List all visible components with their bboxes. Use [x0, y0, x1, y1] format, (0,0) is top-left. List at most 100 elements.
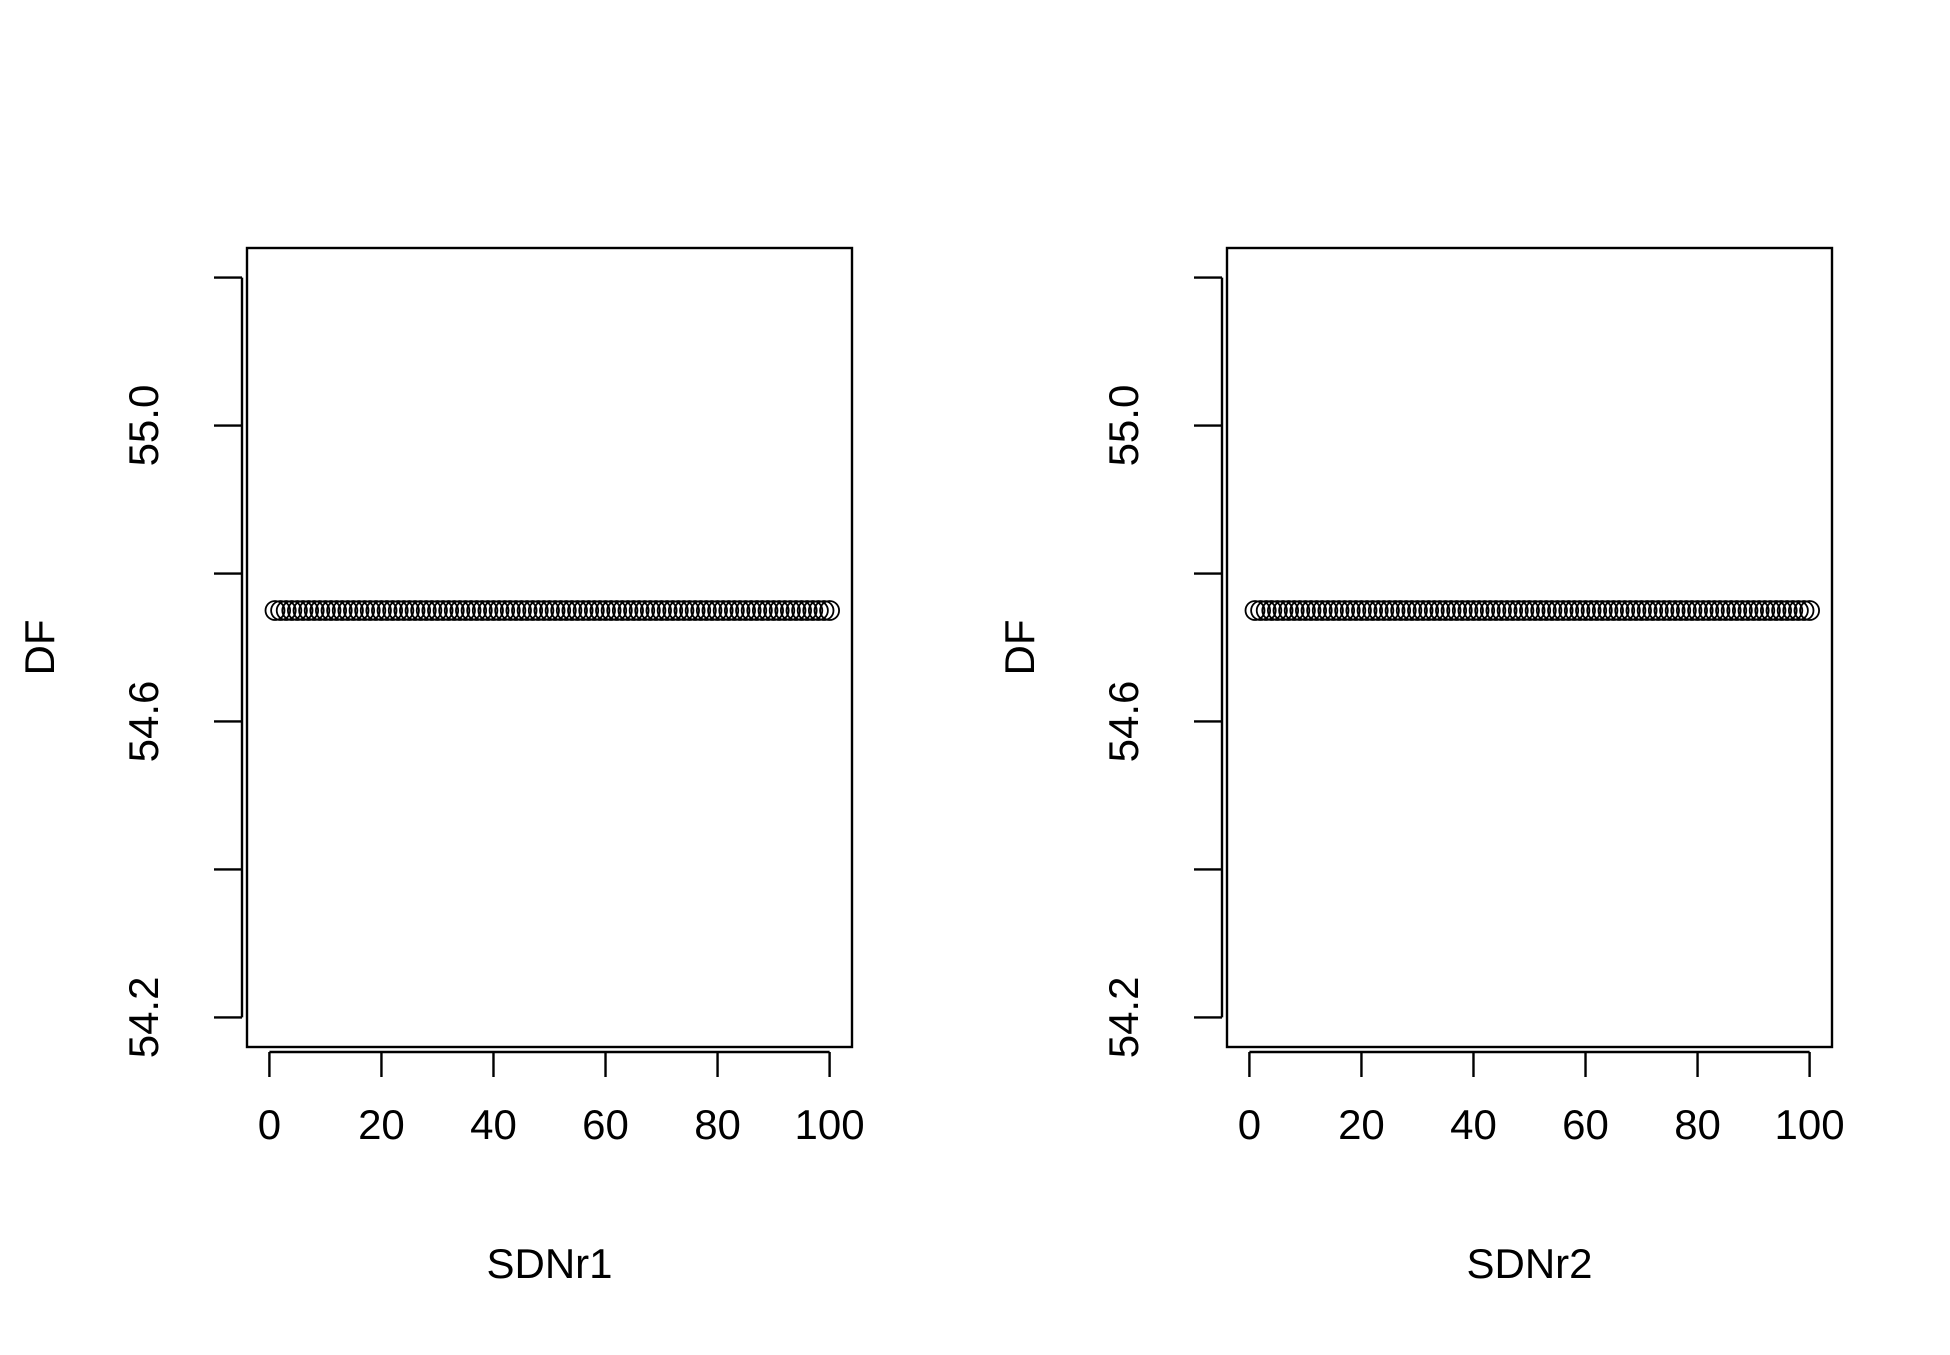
data-point: [673, 600, 695, 621]
data-point: [583, 600, 605, 621]
data-point: [1563, 600, 1585, 621]
y-tick-label: 54.6: [120, 681, 167, 763]
data-point: [645, 600, 667, 621]
data-point: [1496, 600, 1518, 621]
data-point: [516, 600, 538, 621]
data-point: [415, 600, 437, 621]
data-point: [1715, 600, 1736, 621]
data-point: [819, 600, 840, 621]
data-point: [1603, 600, 1624, 621]
data-point: [589, 600, 611, 621]
data-point: [1535, 600, 1557, 621]
data-point: [1395, 600, 1417, 621]
data-point: [511, 600, 532, 621]
data-point: [1608, 600, 1630, 621]
data-point: [1692, 600, 1714, 621]
x-axis-title: SDNr1: [486, 1240, 612, 1287]
data-point: [1451, 600, 1473, 621]
data-point: [1278, 600, 1300, 621]
data-point: [539, 600, 560, 621]
data-point: [611, 600, 633, 621]
data-point: [1267, 600, 1288, 621]
data-point: [1664, 600, 1686, 621]
data-point: [1323, 600, 1344, 621]
data-point: [1283, 600, 1305, 621]
data-point: [1390, 600, 1412, 621]
data-point: [455, 600, 476, 621]
data-point: [779, 600, 801, 621]
data-point: [527, 600, 549, 621]
data-point: [1272, 600, 1294, 621]
data-point: [757, 600, 779, 621]
data-point: [1720, 600, 1742, 621]
data-point: [1429, 600, 1451, 621]
data-point: [1255, 600, 1277, 621]
data-point: [785, 600, 807, 621]
data-point: [628, 600, 650, 621]
data-point: [337, 600, 359, 621]
data-point: [1463, 600, 1484, 621]
data-point: [595, 600, 616, 621]
data-point: [1339, 600, 1361, 621]
plot-frame: [1225, 246, 1834, 1049]
data-point: [1580, 600, 1602, 621]
data-point: [1507, 600, 1529, 621]
plot-frame: [245, 246, 854, 1049]
data-point: [371, 600, 392, 621]
data-point: [774, 600, 796, 621]
data-point: [1468, 600, 1490, 621]
x-tick-label: 20: [358, 1101, 405, 1148]
data-point: [1345, 600, 1367, 621]
data-point: [600, 600, 622, 621]
data-point: [1647, 600, 1669, 621]
data-point: [639, 600, 661, 621]
data-point: [1311, 600, 1333, 621]
data-point: [1524, 600, 1546, 621]
data-point: [1799, 600, 1820, 621]
data-point: [298, 600, 320, 621]
data-point: [471, 600, 493, 621]
data-point: [393, 600, 415, 621]
x-tick-label: 40: [470, 1101, 517, 1148]
data-point: [667, 600, 689, 621]
data-point: [606, 600, 628, 621]
data-point: [1479, 600, 1501, 621]
data-point: [1776, 600, 1798, 621]
data-point: [1653, 600, 1675, 621]
data-point: [376, 600, 398, 621]
y-axis-title: DF: [996, 620, 1043, 676]
data-point: [1659, 600, 1680, 621]
data-point: [343, 600, 364, 621]
x-tick-label: 80: [694, 1101, 741, 1148]
data-point: [561, 600, 583, 621]
data-point: [1575, 600, 1596, 621]
data-point: [320, 600, 342, 621]
data-point: [1743, 600, 1764, 621]
data-point: [1250, 600, 1272, 621]
data-point: [1597, 600, 1619, 621]
data-point: [723, 600, 745, 621]
data-point: [1289, 600, 1311, 621]
data-point: [1642, 600, 1664, 621]
data-point: [449, 600, 471, 621]
data-point: [1485, 600, 1507, 621]
data-point: [578, 600, 600, 621]
data-point: [746, 600, 768, 621]
data-point: [315, 600, 336, 621]
y-tick-label: 55.0: [1100, 385, 1147, 467]
data-point: [1412, 600, 1434, 621]
data-point: [1737, 600, 1759, 621]
data-point: [1384, 600, 1406, 621]
data-point: [1530, 600, 1552, 621]
data-point: [1765, 600, 1787, 621]
data-point: [1586, 600, 1608, 621]
data-point: [1367, 600, 1389, 621]
data-point: [791, 600, 812, 621]
data-point: [1300, 600, 1322, 621]
data-point: [477, 600, 499, 621]
data-point: [1261, 600, 1283, 621]
data-point: [348, 600, 370, 621]
data-point: [623, 600, 644, 621]
data-point: [1569, 600, 1591, 621]
data-point: [617, 600, 639, 621]
